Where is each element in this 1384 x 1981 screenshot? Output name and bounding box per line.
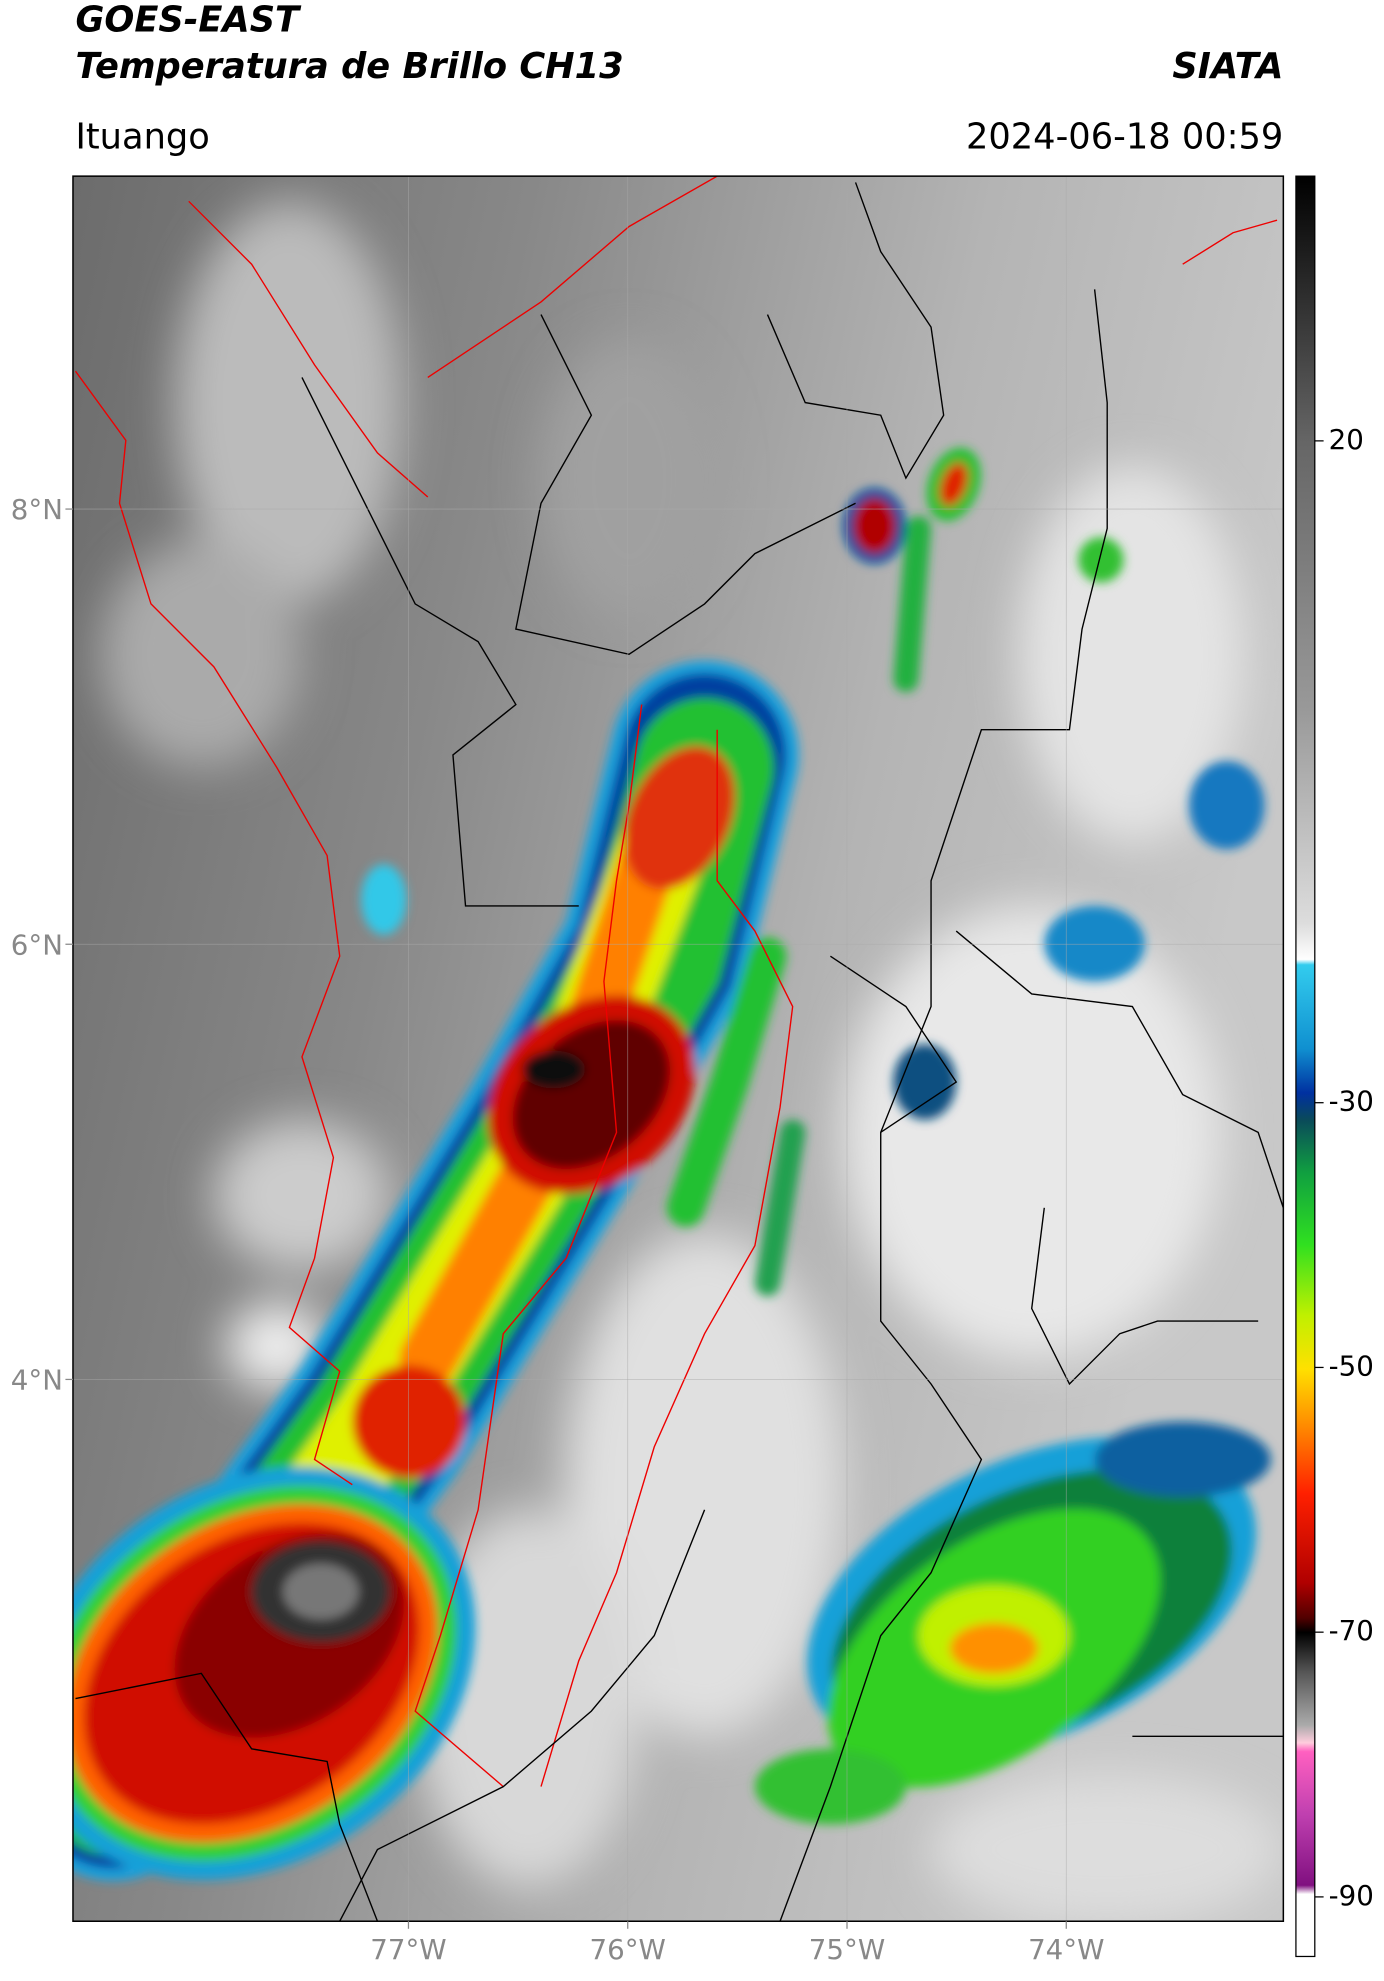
product: Temperatura de Brillo CH13 [75, 46, 623, 87]
map [72, 176, 1284, 1922]
cloud-texture [100, 201, 1284, 1922]
map-frame [72, 175, 1285, 1922]
boundaries [74, 176, 1284, 1922]
colorbar-tick-label: -70 [1329, 1614, 1374, 1647]
y-tick-label: 8°N [11, 493, 63, 526]
datetime: 2024-06-18 00:59 [966, 116, 1283, 157]
storms [72, 447, 1271, 1881]
colorbar-tick-label: 20 [1329, 423, 1364, 456]
colorbar-tick-label: -50 [1329, 1349, 1374, 1382]
colorbar-tick-label: -30 [1329, 1085, 1374, 1118]
x-tick-label: 74°W [1028, 1933, 1104, 1966]
x-tick-label: 76°W [590, 1933, 666, 1966]
y-tick-label: 6°N [11, 928, 63, 961]
colorbar-tick-label: -90 [1329, 1879, 1374, 1912]
colorbar [1295, 175, 1316, 1958]
satellite: GOES-EAST [75, 0, 302, 40]
y-tick-label: 4°N [11, 1363, 63, 1396]
grid [72, 176, 1284, 1922]
x-tick-label: 75°W [809, 1933, 885, 1966]
axes: 77°W 76°W 75°W 74°W 4°N 6°N 8°N 20 -30 -50 -70 -90 [11, 423, 1374, 1966]
x-tick-label: 77°W [370, 1933, 446, 1966]
location: Ituango [75, 116, 209, 157]
organization: SIATA [1172, 46, 1283, 87]
